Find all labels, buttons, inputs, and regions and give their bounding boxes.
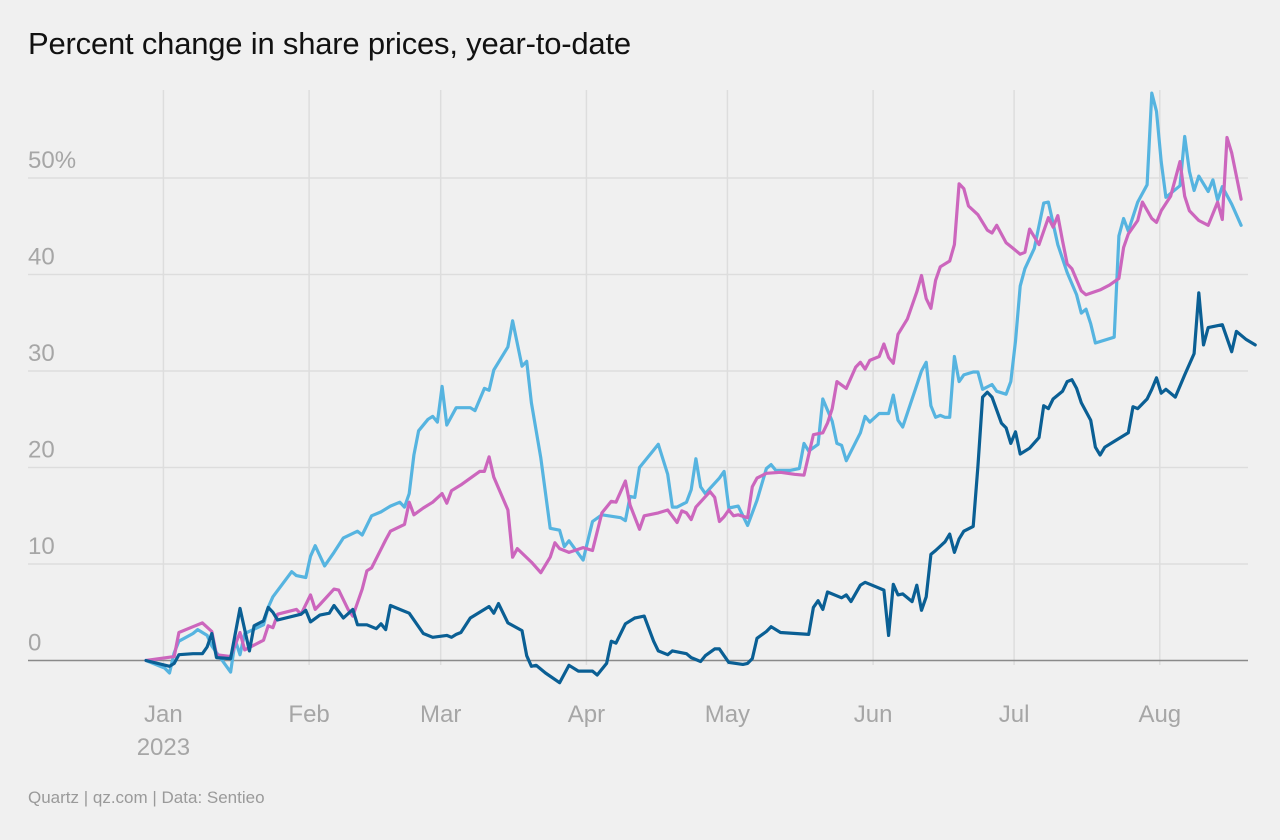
x-tick-label: Jan: [144, 701, 183, 728]
series-lines: [144, 91, 1257, 685]
y-tick-label: 30: [28, 340, 55, 367]
x-tick-label: Aug: [1138, 701, 1181, 728]
chart-title: Percent change in share prices, year-to-…: [28, 26, 631, 61]
x-tick-sublabel: 2023: [137, 734, 190, 761]
x-tick-label: May: [705, 701, 750, 728]
x-tick-label: Mar: [420, 701, 461, 728]
series-line-3: [144, 291, 1257, 685]
x-axis-tick-labels: Jan 2023 Feb Mar Apr May Jun Jul Aug: [137, 701, 1181, 761]
vertical-gridlines: [162, 90, 1161, 665]
y-axis-tick-labels: 0 10 20 30 40 50%: [28, 147, 76, 657]
x-tick-label: Feb: [288, 701, 329, 728]
y-tick-label: 20: [28, 437, 55, 464]
x-tick-label: Jul: [999, 701, 1030, 728]
horizontal-gridlines: [28, 177, 1248, 565]
x-tick-label: Apr: [568, 701, 605, 728]
series-line-1: [144, 91, 1243, 675]
source-credit: Quartz | qz.com | Data: Sentieo: [28, 788, 265, 807]
y-tick-label: 10: [28, 533, 55, 560]
series-line-2: [144, 135, 1243, 663]
y-tick-label: 50%: [28, 147, 76, 174]
y-tick-label: 0: [28, 630, 41, 657]
x-tick-label: Jun: [854, 701, 893, 728]
y-tick-label: 40: [28, 244, 55, 271]
